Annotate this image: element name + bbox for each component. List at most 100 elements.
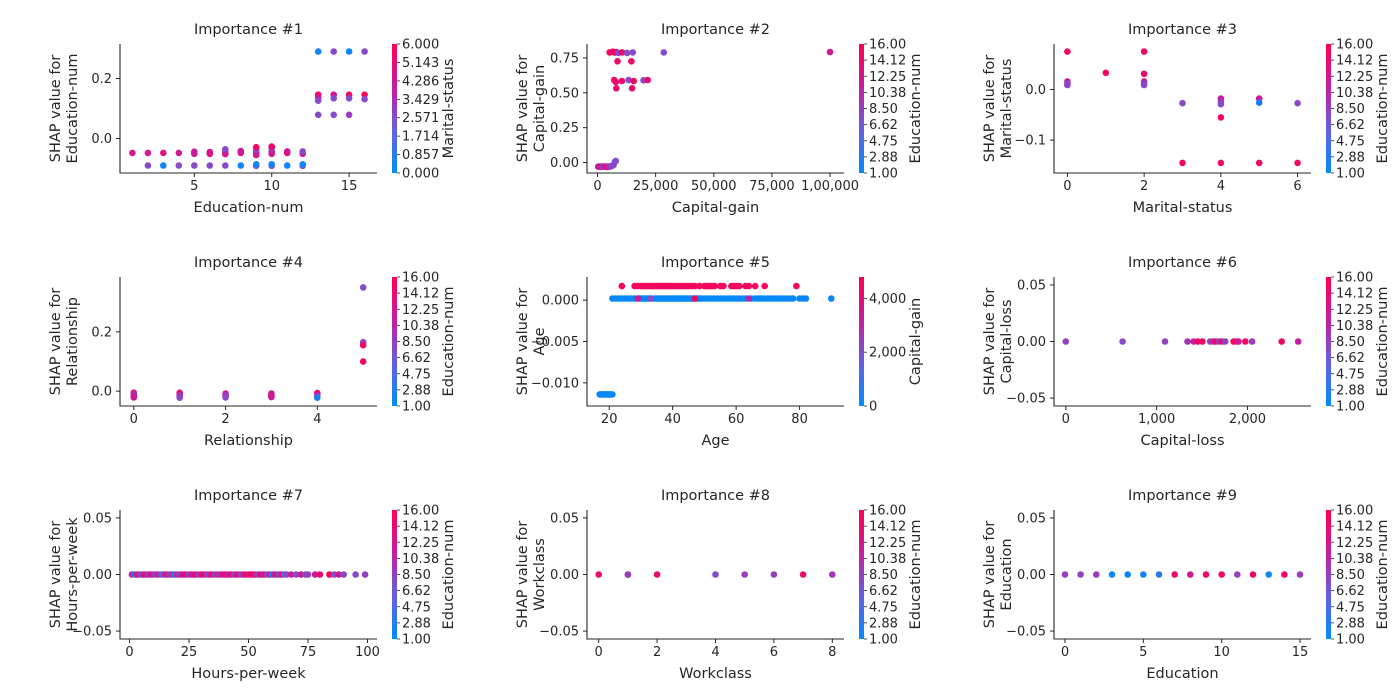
data-point (761, 282, 768, 290)
colorbar-tick-label: 12.25 (402, 303, 439, 318)
colorbar-tick-label: 4.75 (869, 134, 898, 149)
chart-title: Importance #5 (661, 255, 770, 271)
colorbar-tick-label: 2.88 (402, 616, 431, 631)
data-point (130, 394, 138, 401)
y-tick-label: 0.0 (1025, 83, 1046, 98)
x-tick-label: 2 (221, 412, 229, 427)
data-point (237, 147, 245, 155)
data-point (1249, 571, 1257, 578)
data-point (1202, 571, 1210, 578)
data-point (206, 148, 214, 156)
x-tick-label: 8 (828, 645, 836, 660)
y-axis-label: Capital-gain (532, 65, 548, 152)
colorbar-tick-label: 8.50 (1336, 335, 1365, 350)
data-point (314, 394, 321, 401)
x-tick-label: 1,000 (1138, 412, 1175, 427)
colorbar-tick-label: 2.88 (869, 616, 898, 631)
data-point (292, 571, 300, 578)
chart-title: Importance #6 (1128, 255, 1237, 271)
y-tick-label: −0.05 (1006, 392, 1046, 407)
colorbar-tick-label: 0.857 (402, 148, 439, 163)
colorbar-tick-label: 14.12 (402, 287, 439, 302)
scatter-plot-svg: Importance #70 25 50 75 100Hours-per-week0.0… (48, 488, 457, 682)
x-axis-label: Hours-per-week (191, 666, 306, 682)
x-tick-label: 5 (190, 179, 198, 194)
colorbar-tick-label: 10.38 (402, 319, 439, 334)
colorbar-tick-label: 4.75 (1336, 367, 1365, 382)
data-point (613, 85, 620, 92)
colorbar-tick-label: 1.00 (1336, 167, 1365, 182)
data-point (340, 571, 348, 578)
data-point (1140, 70, 1148, 78)
chart-cell-importance-9: Importance #9 0 5 10 15 Education 0.05 0.00 −0.0… (934, 466, 1400, 700)
data-point (160, 162, 167, 169)
colorbar-tick-label: 1.714 (402, 130, 439, 145)
data-point (1296, 571, 1304, 578)
colorbar-tick-label: 16.00 (402, 271, 439, 286)
data-point (345, 111, 353, 119)
x-tick-label: 20 (601, 412, 618, 427)
data-point (1119, 338, 1126, 345)
data-point (1179, 159, 1186, 167)
x-tick-label: 25 (181, 645, 198, 660)
data-point (1278, 338, 1285, 345)
data-point (628, 85, 636, 92)
axes-spines (1053, 44, 1311, 174)
data-point (745, 295, 753, 302)
colorbar-gradient (859, 510, 864, 639)
y-axis-label: Marital-status (999, 59, 1015, 159)
y-tick-label: 0.2 (91, 325, 112, 340)
data-point (283, 162, 291, 169)
colorbar-tick-label: 8.50 (869, 568, 898, 583)
colorbar-tick-label: 2.88 (1336, 150, 1365, 165)
y-axis-label: SHAP value for (48, 288, 64, 396)
colorbar-gradient (859, 44, 864, 173)
data-point (304, 571, 312, 578)
chart-title: Importance #7 (194, 488, 303, 504)
x-axis: 0 5 10 15 Education (1061, 639, 1308, 682)
data-point (799, 571, 807, 578)
colorbar-tick-label: 5.143 (402, 56, 439, 71)
chart-title: Importance #1 (194, 22, 303, 38)
colorbar-tick-label: 4.75 (1336, 600, 1365, 615)
y-tick-label: 0.00 (550, 156, 579, 171)
x-axis: 5 10 15 Education-num (190, 173, 357, 216)
colorbar-gradient (392, 277, 397, 406)
data-point (222, 146, 229, 153)
data-point (1077, 571, 1084, 578)
x-axis-label: Capital-loss (1140, 433, 1224, 449)
y-axis-label: SHAP value for (515, 288, 531, 396)
chart-title: Importance #4 (194, 255, 303, 271)
data-point (206, 162, 214, 169)
data-point (352, 571, 359, 578)
data-point (618, 282, 626, 290)
data-point (1064, 81, 1071, 89)
data-point (160, 149, 167, 157)
colorbar-tick-label: 14.12 (869, 520, 906, 535)
colorbar-tick-label: 0 (869, 400, 877, 415)
x-axis: 0 25,000 50,000 75,000 1,00,000 Capital-gain (593, 173, 859, 216)
colorbar-tick-label: 16.00 (869, 38, 906, 53)
colorbar-tick-label: 16.00 (869, 504, 906, 519)
colorbar-tick-label: 2.88 (1336, 616, 1365, 631)
y-tick-label: 0.05 (1017, 511, 1046, 526)
data-point (1062, 338, 1070, 345)
data-point (359, 341, 367, 349)
colorbar-tick-label: 6.62 (1336, 584, 1365, 599)
data-point (618, 49, 626, 56)
y-axis: 0.05 0.00 −0.05 SHAP value for Education (982, 511, 1054, 640)
colorbar-tick-label: 6.62 (869, 584, 898, 599)
colorbar-tick-label: 12.25 (1336, 303, 1373, 318)
y-axis-label: Age (532, 327, 548, 355)
x-tick-label: 2 (1140, 179, 1148, 194)
colorbar-tick-label: 12.25 (402, 536, 439, 551)
x-axis-label: Age (701, 433, 729, 449)
chart-cell-importance-1: Importance #1 5 10 15 Education-num 0.0 0.2 SHA… (0, 0, 467, 233)
data-point (1179, 99, 1186, 107)
colorbar-tick-label: 14.12 (402, 520, 439, 535)
y-axis-label: Education-num (65, 54, 81, 164)
scatter-plot-svg: Importance #80 2 4 6 8Workclass0.050.00−0.05… (515, 488, 924, 682)
